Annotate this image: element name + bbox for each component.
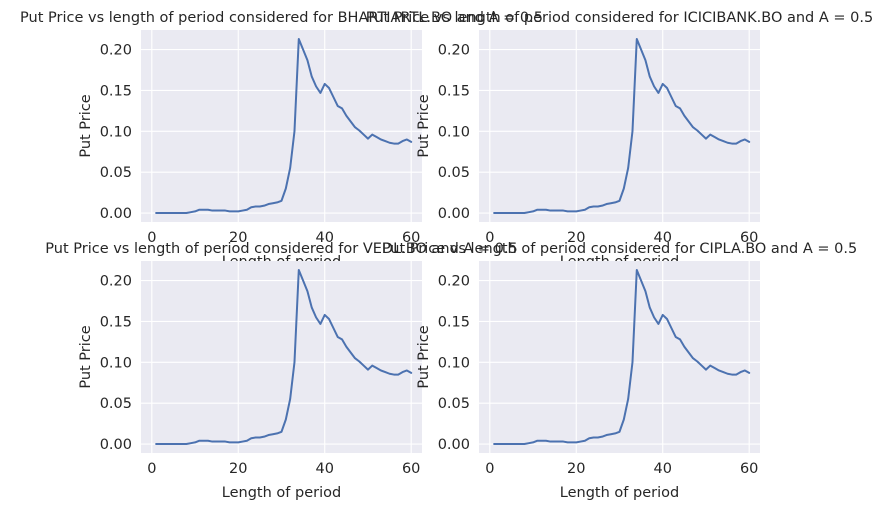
x-tick-label: 20 bbox=[229, 230, 247, 246]
y-tick-label: 0.15 bbox=[100, 314, 132, 330]
chart-title: Put Price vs length of period considered… bbox=[20, 10, 543, 26]
y-axis-label: Put Price bbox=[416, 325, 432, 388]
y-axis-label: Put Price bbox=[78, 94, 94, 157]
x-tick-label: 60 bbox=[740, 230, 758, 246]
y-tick-label: 0.00 bbox=[100, 437, 132, 453]
y-tick-label: 0.20 bbox=[438, 274, 470, 290]
y-tick-label: 0.20 bbox=[100, 43, 132, 59]
x-tick-label: 0 bbox=[485, 461, 494, 477]
y-tick-label: 0.05 bbox=[438, 396, 470, 412]
x-axis-label: Length of period bbox=[222, 485, 341, 501]
y-tick-label: 0.00 bbox=[438, 206, 470, 222]
x-tick-label: 0 bbox=[147, 230, 156, 246]
x-tick-label: 60 bbox=[740, 461, 758, 477]
plot-area bbox=[479, 30, 760, 222]
x-tick-label: 60 bbox=[402, 461, 420, 477]
y-tick-label: 0.10 bbox=[438, 124, 470, 140]
plot-area bbox=[141, 30, 422, 222]
y-tick-label: 0.10 bbox=[438, 355, 470, 371]
x-tick-label: 40 bbox=[316, 461, 334, 477]
x-tick-label: 0 bbox=[485, 230, 494, 246]
y-tick-label: 0.05 bbox=[438, 165, 470, 181]
series-line bbox=[155, 268, 413, 446]
y-axis-label: Put Price bbox=[416, 94, 432, 157]
y-tick-label: 0.10 bbox=[100, 124, 132, 140]
x-tick-label: 20 bbox=[229, 461, 247, 477]
series-line bbox=[155, 37, 413, 215]
series-line bbox=[493, 37, 751, 215]
y-tick-label: 0.05 bbox=[100, 165, 132, 181]
plot-area bbox=[479, 261, 760, 453]
x-tick-label: 40 bbox=[654, 461, 672, 477]
y-tick-label: 0.15 bbox=[438, 314, 470, 330]
x-tick-label: 60 bbox=[402, 230, 420, 246]
chart-title: Put Price vs length of period considered… bbox=[366, 10, 873, 26]
x-tick-label: 0 bbox=[147, 461, 156, 477]
y-tick-label: 0.20 bbox=[438, 43, 470, 59]
y-axis-label: Put Price bbox=[78, 325, 94, 388]
x-tick-label: 40 bbox=[316, 230, 334, 246]
chart-title: Put Price vs length of period considered… bbox=[45, 241, 517, 257]
y-tick-label: 0.00 bbox=[100, 206, 132, 222]
x-tick-label: 20 bbox=[567, 461, 585, 477]
x-axis-label: Length of period bbox=[560, 485, 679, 501]
y-tick-label: 0.15 bbox=[438, 83, 470, 99]
subplot-4: 0 20 40 60 0.00 0.05 0.10 0.15 0.20 Put Price Leng… bbox=[416, 261, 760, 501]
y-tick-label: 0.00 bbox=[438, 437, 470, 453]
series-line bbox=[493, 268, 751, 446]
subplot-3: 0 20 40 60 0.00 0.05 0.10 0.15 0.20 Put Price Leng… bbox=[78, 261, 422, 501]
x-tick-label: 20 bbox=[567, 230, 585, 246]
y-tick-label: 0.05 bbox=[100, 396, 132, 412]
y-tick-label: 0.10 bbox=[100, 355, 132, 371]
chart-title: Put Price vs length of period considered… bbox=[382, 241, 857, 257]
x-tick-label: 40 bbox=[654, 230, 672, 246]
y-tick-label: 0.20 bbox=[100, 274, 132, 290]
plot-area bbox=[141, 261, 422, 453]
y-tick-label: 0.15 bbox=[100, 83, 132, 99]
